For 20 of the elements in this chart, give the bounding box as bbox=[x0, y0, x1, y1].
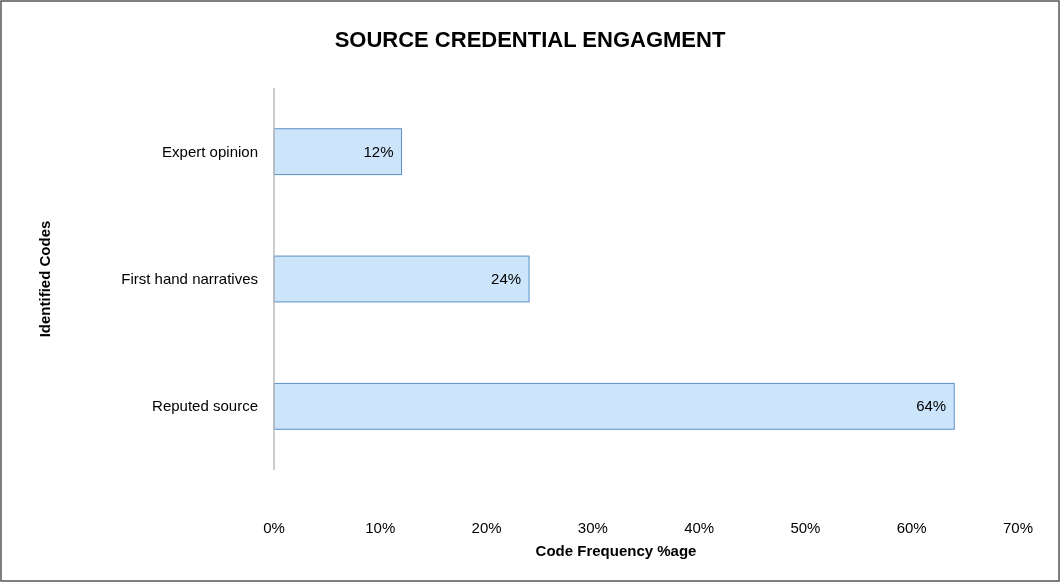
x-axis-title: Code Frequency %age bbox=[535, 542, 697, 559]
x-tick-label: 10% bbox=[365, 519, 396, 536]
y-tick-label: Expert opinion bbox=[162, 142, 258, 160]
x-tick-label: 30% bbox=[577, 519, 608, 536]
y-tick-label: Reputed source bbox=[152, 397, 258, 415]
bar bbox=[273, 255, 530, 303]
y-axis-title: Identified Codes bbox=[36, 220, 53, 338]
x-tick-label: 0% bbox=[263, 519, 285, 536]
x-tick-label: 20% bbox=[471, 519, 502, 536]
bar bbox=[273, 382, 955, 430]
data-label: 24% bbox=[491, 270, 522, 287]
x-tick-label: 50% bbox=[790, 519, 821, 536]
y-tick-label: First hand narratives bbox=[121, 270, 258, 287]
chart-title: SOURCE CREDENTIAL ENGAGMENT bbox=[334, 27, 726, 52]
x-tick-label: 40% bbox=[684, 519, 715, 536]
data-label: 12% bbox=[363, 142, 394, 160]
x-tick-label: 60% bbox=[896, 519, 927, 536]
data-label: 64% bbox=[916, 397, 947, 415]
bar bbox=[273, 128, 403, 176]
x-tick-label: 70% bbox=[1002, 519, 1034, 536]
